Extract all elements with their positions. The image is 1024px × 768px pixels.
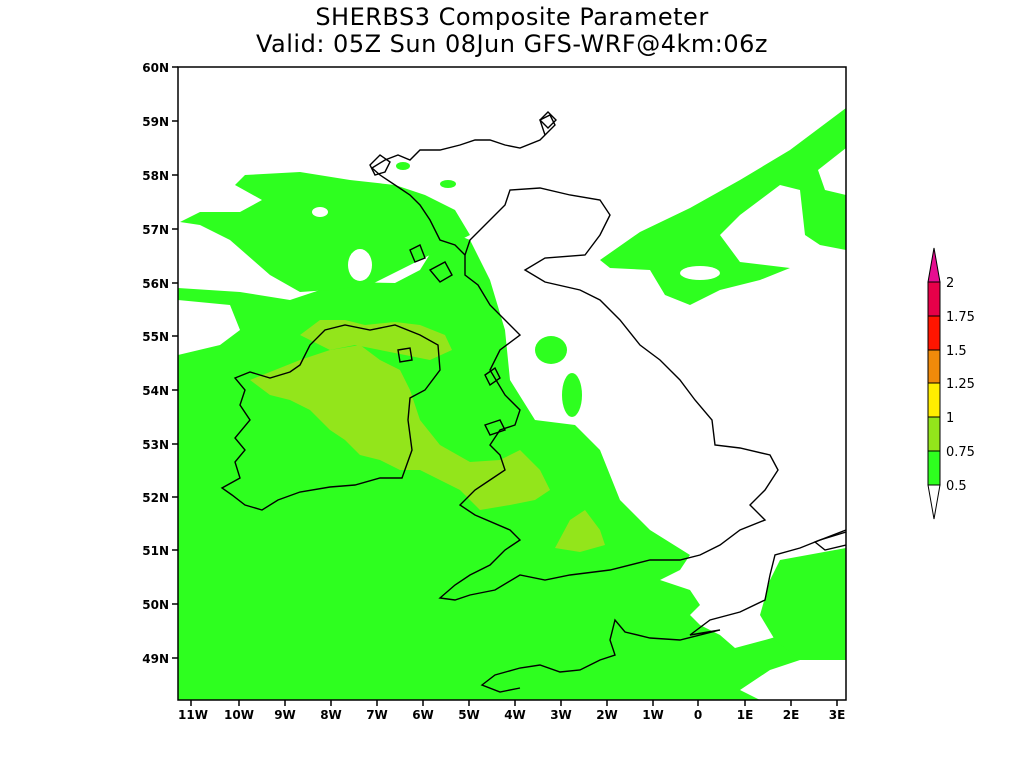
- colorbar-under-arrow: [927, 484, 941, 520]
- contour-0-75-north: [300, 320, 452, 360]
- lat-label: 57N: [142, 223, 169, 237]
- lon-label: 3W: [550, 708, 572, 722]
- coast-islay: [409, 244, 426, 263]
- colorbar-label: 1.25: [946, 377, 975, 392]
- colorbar-segment-1: [927, 382, 941, 418]
- coast-orkney: [539, 111, 557, 129]
- colorbar-label: 2: [946, 276, 954, 291]
- contour-0-5-hebrides: [396, 162, 410, 170]
- colorbar-label: 1: [946, 411, 954, 426]
- colorbar-label: 0.75: [946, 445, 975, 460]
- colorbar-label: 0.5: [946, 479, 967, 494]
- lon-label: 1E: [737, 708, 754, 722]
- lat-label: 49N: [142, 652, 169, 666]
- coast-isle-of-man: [484, 366, 501, 387]
- contour-0-5-lakes: [562, 373, 582, 417]
- coast-lough-neagh: [397, 347, 413, 363]
- contour-fields: [178, 108, 846, 700]
- lon-label: 2E: [783, 708, 800, 722]
- colorbar: [927, 247, 941, 520]
- lat-label: 53N: [142, 438, 169, 452]
- lon-label: 4W: [504, 708, 526, 722]
- lon-label: 10W: [224, 708, 254, 722]
- contour-0-5-orkney: [440, 180, 456, 188]
- map-title: SHERBS3 Composite Parameter: [315, 3, 709, 31]
- colorbar-label: 1.5: [946, 344, 967, 359]
- lon-label: 5W: [458, 708, 480, 722]
- contour-0-5-northwest: [180, 172, 470, 292]
- coast-mull: [428, 261, 453, 283]
- lat-label: 58N: [142, 169, 169, 183]
- coast-scotland-west: [370, 114, 556, 256]
- coast-gb: [438, 187, 779, 601]
- colorbar-label: 1.75: [946, 310, 975, 325]
- lon-label: 9W: [274, 708, 296, 722]
- lon-axis: 11W 10W 9W 8W 7W 6W 5W 4W 3W 2W 1W 0 1E …: [178, 700, 845, 722]
- contour-hole-west: [178, 300, 240, 355]
- lat-label: 52N: [142, 491, 169, 505]
- coastlines: [220, 111, 846, 693]
- colorbar-labels: 0.5 0.75 1 1.25 1.5 1.75 2: [946, 276, 975, 494]
- contour-hole-channel-east: [760, 665, 846, 700]
- map-subtitle: Valid: 05Z Sun 08Jun GFS-WRF@4km:06z: [256, 30, 768, 58]
- lon-label: 11W: [178, 708, 208, 722]
- lat-label: 51N: [142, 544, 169, 558]
- lat-label: 59N: [142, 115, 169, 129]
- coast-hebrides: [369, 154, 391, 176]
- colorbar-segment-0-5: [927, 450, 941, 486]
- coast-belgium: [813, 529, 846, 551]
- contour-hole-north-sea: [818, 148, 846, 195]
- colorbar-segment-0-75: [927, 416, 941, 452]
- contour-0-5-irishsea: [535, 336, 567, 364]
- coast-ireland: [220, 324, 441, 511]
- contour-0-75-cornwall: [555, 510, 605, 552]
- colorbar-over-arrow: [927, 247, 941, 283]
- coast-france: [480, 531, 846, 693]
- lon-label: 8W: [320, 708, 342, 722]
- contour-hole-north-sea-2: [680, 266, 720, 280]
- lat-label: 54N: [142, 384, 169, 398]
- lat-label: 60N: [142, 61, 169, 75]
- lon-label: 0: [694, 708, 702, 722]
- lat-label: 50N: [142, 598, 169, 612]
- lon-label: 6W: [412, 708, 434, 722]
- lon-label: 7W: [366, 708, 388, 722]
- contour-0-75-ireland: [250, 345, 550, 510]
- colorbar-segment-1-5: [927, 315, 941, 351]
- lat-label: 56N: [142, 277, 169, 291]
- contour-hole-skye: [312, 207, 328, 217]
- lon-label: 3E: [829, 708, 846, 722]
- colorbar-segment-1-75: [927, 281, 941, 317]
- lat-axis: 60N 59N 58N 57N 56N 55N 54N 53N 52N 51N …: [142, 61, 178, 666]
- colorbar-segment-1-25: [927, 349, 941, 384]
- contour-0-5-continent: [760, 548, 846, 660]
- lon-label: 2W: [596, 708, 618, 722]
- contour-0-5-northsea: [600, 108, 846, 305]
- lon-label: 1W: [642, 708, 664, 722]
- contour-hole-mull: [348, 249, 372, 281]
- lat-label: 55N: [142, 330, 169, 344]
- coast-anglesey: [484, 419, 506, 436]
- plot-frame: [177, 66, 847, 701]
